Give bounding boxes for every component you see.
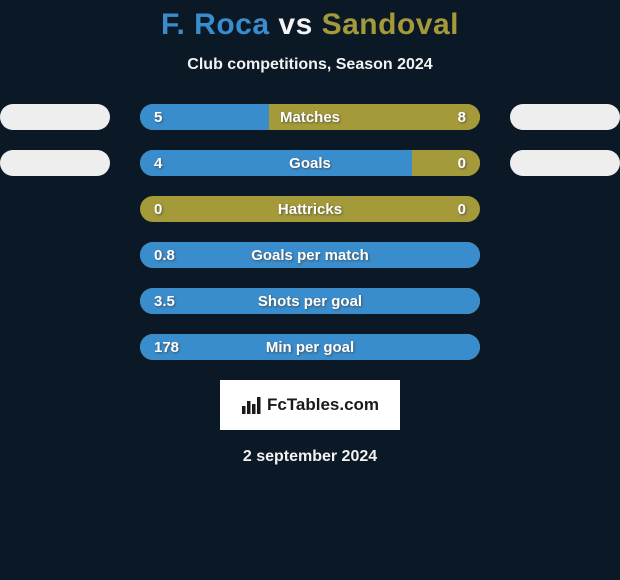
stat-name: Goals per match [140, 242, 480, 268]
stat-row: 178Min per goal [0, 334, 620, 360]
stat-name: Hattricks [140, 196, 480, 222]
logo-text: FcTables.com [267, 395, 379, 415]
stat-bar: 00Hattricks [140, 196, 480, 222]
stat-bar: 178Min per goal [140, 334, 480, 360]
logo-box: FcTables.com [220, 380, 400, 430]
comparison-card: F. Roca vs Sandoval Club competitions, S… [0, 0, 620, 580]
player2-badge [510, 104, 620, 130]
stat-name: Goals [140, 150, 480, 176]
logo: FcTables.com [241, 395, 379, 415]
stat-bar: 0.8Goals per match [140, 242, 480, 268]
player1-badge [0, 104, 110, 130]
player1-name: F. Roca [161, 8, 270, 41]
stat-name: Min per goal [140, 334, 480, 360]
stat-bar: 58Matches [140, 104, 480, 130]
stat-bar: 40Goals [140, 150, 480, 176]
player2-name: Sandoval [322, 8, 459, 41]
subtitle: Club competitions, Season 2024 [0, 56, 620, 74]
stat-row: 00Hattricks [0, 196, 620, 222]
date: 2 september 2024 [0, 448, 620, 466]
bar-chart-icon [241, 396, 263, 414]
stat-name: Shots per goal [140, 288, 480, 314]
player2-badge [510, 150, 620, 176]
stat-row: 40Goals [0, 150, 620, 176]
player1-badge [0, 150, 110, 176]
stat-name: Matches [140, 104, 480, 130]
stat-row: 58Matches [0, 104, 620, 130]
title-vs: vs [278, 8, 312, 41]
stat-row: 0.8Goals per match [0, 242, 620, 268]
stats-list: 58Matches 40Goals 00Hattricks 0.8Goals per … [0, 104, 620, 360]
stat-row: 3.5Shots per goal [0, 288, 620, 314]
page-title: F. Roca vs Sandoval [0, 8, 620, 42]
stat-bar: 3.5Shots per goal [140, 288, 480, 314]
